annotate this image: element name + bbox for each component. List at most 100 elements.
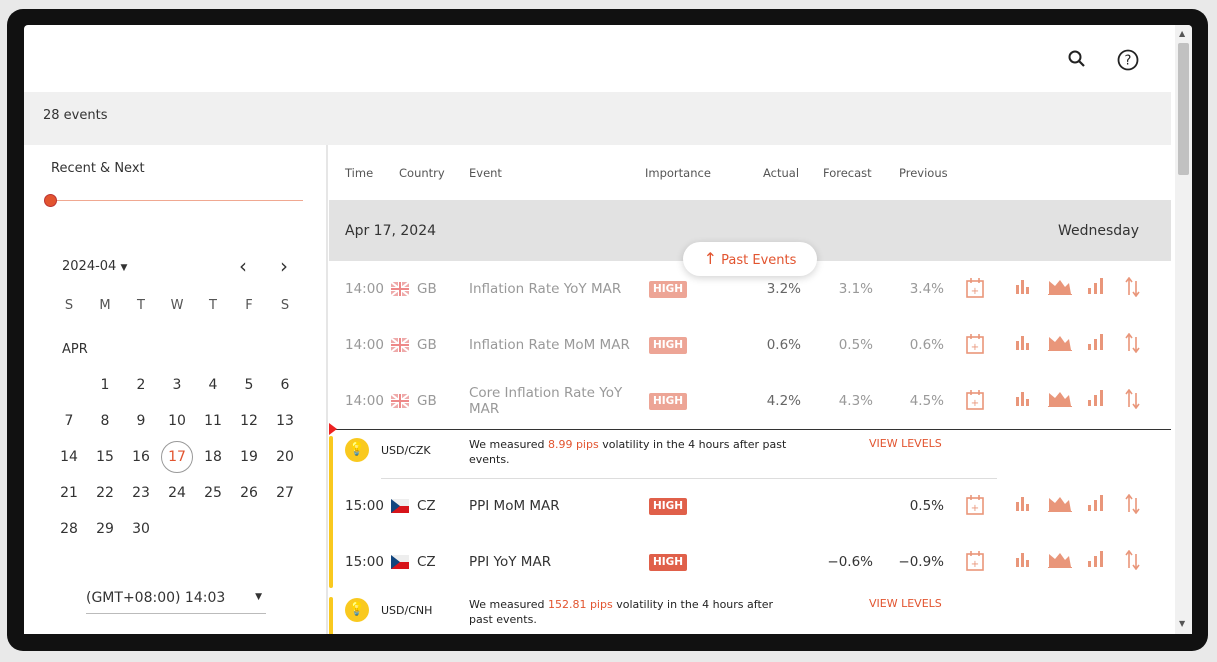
area-chart-icon[interactable] [1048,277,1072,300]
importance-badge: HIGH [649,498,687,515]
calendar-day[interactable]: 11 [204,413,222,429]
signal-bars-icon[interactable] [1087,333,1105,356]
sort-arrows-icon[interactable] [1125,276,1141,302]
signal-bars-icon[interactable] [1087,550,1105,573]
calendar-day[interactable]: 16 [132,449,150,465]
event-name[interactable]: PPI YoY MAR [469,554,552,570]
table-row[interactable]: 15:00 CZ PPI MoM MAR HIGH 0.5% + [329,478,1171,535]
calendar-day[interactable]: 4 [208,377,218,393]
previous-value: 3.4% [909,281,944,297]
calendar-day[interactable]: 28 [60,521,78,537]
bar-chart-icon[interactable] [1015,550,1031,573]
calendar-day[interactable]: 25 [204,485,222,501]
area-chart-icon[interactable] [1048,389,1072,412]
sort-arrows-icon[interactable] [1125,549,1141,575]
calendar-day[interactable]: 20 [276,449,294,465]
month-select-value: 2024-04 [62,259,117,274]
scrollbar[interactable]: ▲ ▼ [1175,25,1192,634]
timezone-select[interactable]: (GMT+08:00) 14:03 ▼ [86,580,266,614]
currency-pair: USD/CZK [381,444,431,457]
calendar-day[interactable]: 30 [132,521,150,537]
calendar-day[interactable]: 10 [168,413,186,429]
calendar-add-icon[interactable]: + [965,333,985,360]
calendar-day[interactable]: 6 [280,377,290,393]
area-chart-icon[interactable] [1048,333,1072,356]
event-name[interactable]: Inflation Rate YoY MAR [469,281,622,297]
calendar-day[interactable]: 3 [172,377,182,393]
col-time: Time [345,166,374,180]
calendar-day[interactable]: 12 [240,413,258,429]
flag-icon [390,393,410,409]
table-row[interactable]: 14:00 GB Inflation Rate YoY MAR HIGH 3.2… [329,261,1171,318]
calendar-add-icon[interactable]: + [965,494,985,521]
past-events-button[interactable]: ↑ Past Events [683,242,817,276]
area-chart-icon[interactable] [1048,494,1072,517]
bar-chart-icon[interactable] [1015,494,1031,517]
events-table: Time Country Event Importance Actual For… [329,145,1171,634]
signal-bars-icon[interactable] [1087,389,1105,412]
event-name[interactable]: Inflation Rate MoM MAR [469,337,630,353]
range-slider-handle[interactable] [44,194,57,207]
actual-value: 4.2% [766,393,801,409]
calendar-day[interactable]: 14 [60,449,78,465]
bar-chart-icon[interactable] [1015,389,1031,412]
flag-icon [391,555,409,569]
month-select[interactable]: 2024-04 ▼ [62,259,127,274]
calendar-day[interactable]: 9 [136,413,146,429]
calendar-day[interactable]: 18 [204,449,222,465]
calendar-day[interactable]: 22 [96,485,114,501]
calendar-day[interactable]: 13 [276,413,294,429]
actual-value: 0.6% [766,337,801,353]
event-name[interactable]: PPI MoM MAR [469,498,560,514]
calendar-day[interactable]: 8 [100,413,110,429]
calendar-day[interactable]: 5 [244,377,254,393]
bar-chart-icon[interactable] [1015,333,1031,356]
calendar-add-icon[interactable]: + [965,550,985,577]
calendar-day[interactable]: 21 [60,485,78,501]
scrollbar-thumb[interactable] [1178,43,1189,175]
area-chart-icon[interactable] [1048,550,1072,573]
sort-arrows-icon[interactable] [1125,332,1141,358]
calendar-day[interactable]: 19 [240,449,258,465]
calendar-day[interactable]: 27 [276,485,294,501]
search-icon[interactable] [1066,49,1088,71]
calendar-days: 1 2 3 4 5 6 7 8 9 10 11 12 13 14 15 16 17 18 19 20 21 22 23 24 2… [51,367,303,547]
calendar-day[interactable]: 23 [132,485,150,501]
event-country: GB [417,281,437,297]
weekday: W [170,298,184,313]
event-name[interactable]: Core Inflation Rate YoY MAR [469,385,623,417]
event-time: 15:00 [345,498,384,514]
calendar-add-icon[interactable]: + [965,277,985,304]
weekday: T [209,298,217,313]
signal-bars-icon[interactable] [1087,494,1105,517]
event-country: GB [417,337,437,353]
calendar-day[interactable]: 15 [96,449,114,465]
table-row[interactable]: 15:00 CZ PPI YoY MAR HIGH −0.6% −0.9% + [329,534,1171,591]
prev-month-button[interactable]: ‹ [239,254,247,278]
calendar-day[interactable]: 26 [240,485,258,501]
sort-arrows-icon[interactable] [1125,493,1141,519]
date-label: Apr 17, 2024 [345,223,437,239]
calendar-day[interactable]: 7 [64,413,74,429]
calendar-day[interactable]: 1 [100,377,110,393]
bar-chart-icon[interactable] [1015,277,1031,300]
table-row[interactable]: 14:00 GB Core Inflation Rate YoY MAR HIG… [329,373,1171,430]
sort-arrows-icon[interactable] [1125,388,1141,414]
event-time: 15:00 [345,554,384,570]
month-label: APR [62,342,88,357]
table-row[interactable]: 14:00 GB Inflation Rate MoM MAR HIGH 0.6… [329,317,1171,374]
signal-bars-icon[interactable] [1087,277,1105,300]
next-month-button[interactable]: › [280,254,288,278]
calendar-day[interactable]: 17 [161,441,193,473]
calendar-day[interactable]: 29 [96,521,114,537]
calendar-day[interactable]: 24 [168,485,186,501]
range-slider-track[interactable] [46,200,303,201]
calendar-add-icon[interactable]: + [965,389,985,416]
view-levels-link[interactable]: VIEW LEVELS [869,597,942,610]
view-levels-link[interactable]: VIEW LEVELS [869,437,942,450]
importance-badge: HIGH [649,554,687,571]
help-circle-icon[interactable]: ? [1117,49,1139,71]
past-events-label: Past Events [721,253,797,268]
calendar-day[interactable]: 2 [136,377,146,393]
